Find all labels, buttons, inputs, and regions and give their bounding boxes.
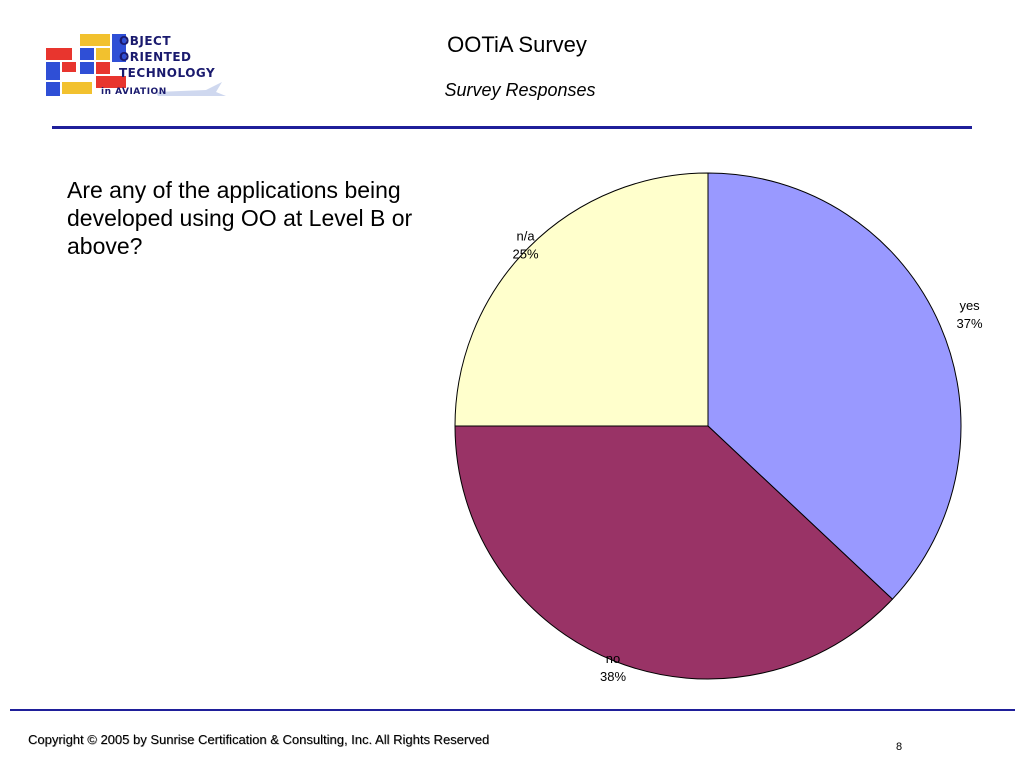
pie-slice-no	[454, 425, 894, 680]
slide-title: OOTiA Survey	[447, 32, 587, 57]
page-number: 8	[896, 741, 903, 753]
pie-slice-na	[454, 172, 709, 427]
logo-blocks	[46, 34, 226, 96]
logo-text-line-1: OBJECT	[119, 34, 171, 48]
logo-text-line-2: ORIENTED	[119, 50, 192, 64]
logo-text-line-4: in AVIATION	[101, 87, 167, 97]
footer-divider	[10, 709, 1015, 711]
slice-label: n/a	[517, 229, 536, 244]
slice-label: no	[606, 651, 620, 666]
slice-percent-label: 37%	[957, 316, 983, 331]
logo-text-line-3: TECHNOLOGY	[119, 66, 215, 80]
slice-percent-label: 38%	[600, 669, 626, 684]
pie-slice-yes	[707, 172, 962, 600]
slice-label: yes	[959, 298, 980, 313]
header-divider	[52, 126, 972, 129]
slide-subtitle: Survey Responses	[444, 80, 596, 100]
slice-percent-label: 25%	[513, 247, 539, 262]
copyright-notice: Copyright © 2005 by Sunrise Certificatio…	[28, 732, 490, 747]
survey-question: Are any of the applications being develo…	[67, 177, 413, 259]
ootia-logo: OBJECT ORIENTED TECHNOLOGY in AVIATION	[46, 34, 226, 97]
